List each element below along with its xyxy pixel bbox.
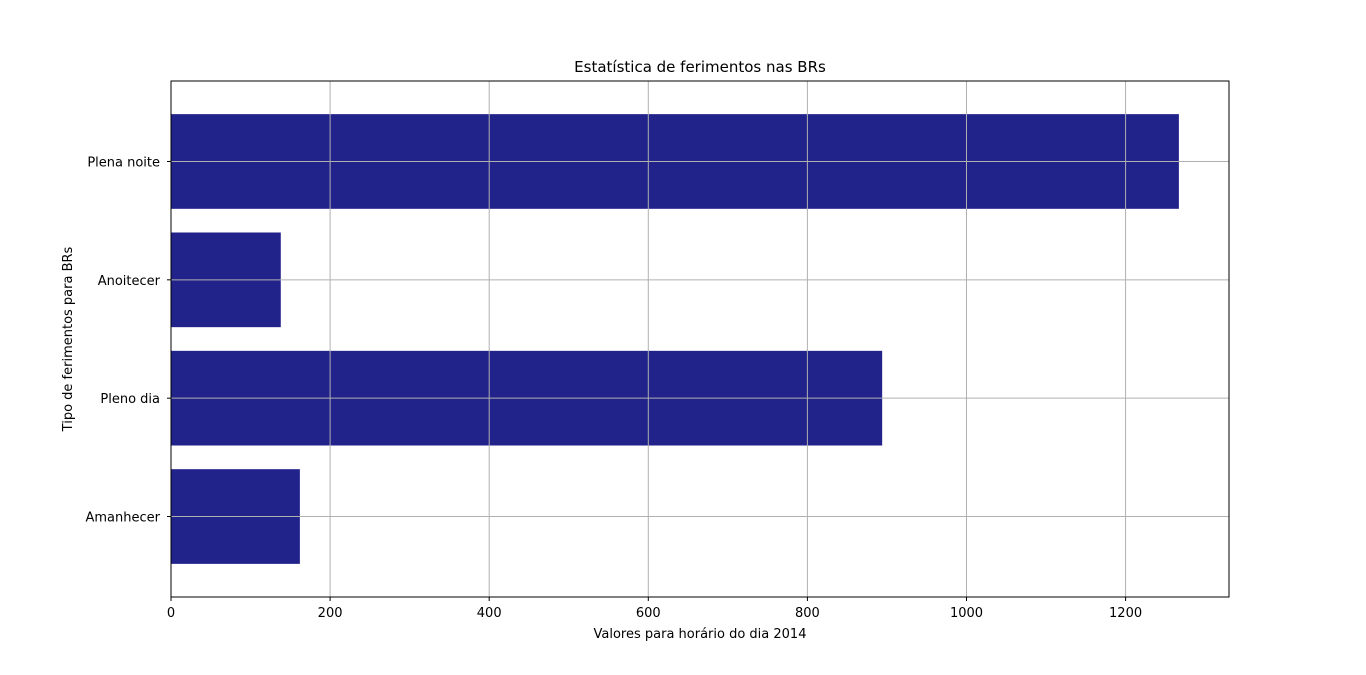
plot-frame bbox=[170, 80, 1230, 598]
y-tick-label: Pleno dia bbox=[100, 392, 160, 407]
y-tick-label: Amanhecer bbox=[86, 511, 161, 526]
x-tick-label: 600 bbox=[636, 606, 661, 621]
x-tick-label: 1200 bbox=[1109, 606, 1142, 621]
x-tick-label: 800 bbox=[795, 606, 820, 621]
y-axis-ticks: Amanhecer Pleno dia Anoitecer Plena noite bbox=[86, 155, 171, 526]
x-tick-label: 0 bbox=[167, 606, 175, 621]
bars bbox=[171, 114, 1179, 564]
y-tick-label: Anoitecer bbox=[98, 274, 161, 289]
y-axis-label: Tipo de ferimentos para BRs bbox=[61, 246, 76, 432]
x-axis-ticks: 0 200 400 600 800 1000 1200 bbox=[167, 597, 1142, 621]
x-tick-label: 200 bbox=[318, 606, 343, 621]
chart-title: Estatística de ferimentos nas BRs bbox=[574, 58, 826, 76]
y-tick-label: Plena noite bbox=[87, 155, 160, 170]
x-axis-label: Valores para horário do dia 2014 bbox=[594, 627, 807, 642]
x-tick-label: 400 bbox=[477, 606, 502, 621]
x-tick-label: 1000 bbox=[950, 606, 983, 621]
